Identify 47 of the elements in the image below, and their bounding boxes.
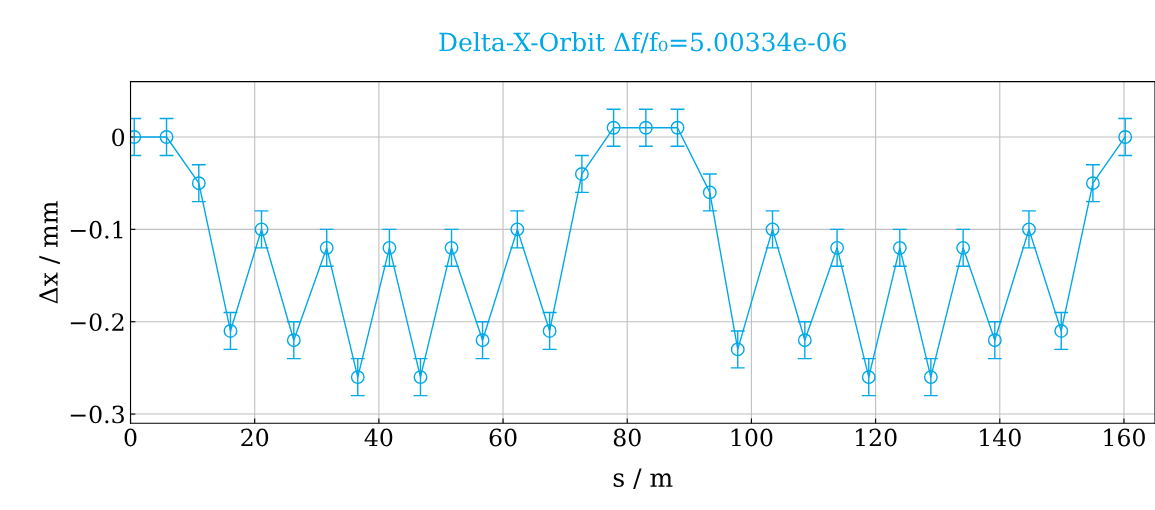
point [159,130,174,144]
x-tick-label: 140 [980,428,1021,447]
point [413,370,428,385]
x-tick-label: 40 [364,428,393,447]
point [254,222,269,237]
y-tick-label: −0.2 [70,313,124,332]
point [223,324,238,338]
y-tick-label: 0 [112,128,125,147]
point [510,222,525,237]
x-tick-label: 100 [731,428,773,447]
point [382,240,397,255]
point [1085,176,1100,191]
point [923,370,938,385]
point [475,333,490,348]
point [286,333,301,348]
point [319,240,334,255]
x-tick-label: 20 [241,428,269,447]
x-tick-label: 60 [489,428,517,447]
point [444,240,459,255]
x-tick-label: 80 [613,428,641,447]
x-tick-label: 0 [124,428,137,447]
point [861,370,876,385]
point [191,176,206,191]
point [670,120,685,135]
point [350,370,365,385]
y-tick-label: −0.3 [70,405,124,424]
point [892,240,907,255]
point [606,120,621,135]
point [730,342,745,357]
point [1118,130,1133,144]
point [987,333,1002,348]
x-tick-label: 160 [1104,428,1145,447]
point [1054,324,1069,338]
y-tick-label: −0.1 [70,220,123,239]
point [574,167,589,181]
x-tick-label: 120 [855,428,897,447]
point [1022,222,1036,237]
y-axis-title: Δx / mm [39,201,60,304]
point [797,333,812,348]
point [638,120,653,135]
point [765,222,780,237]
point [702,185,717,200]
point [542,324,557,338]
chart-title: Delta-X-Orbit Δf/f₀=5.00334e-06 [439,32,846,54]
x-axis-title: s / m [613,468,673,489]
point [956,240,971,255]
point [830,240,845,255]
